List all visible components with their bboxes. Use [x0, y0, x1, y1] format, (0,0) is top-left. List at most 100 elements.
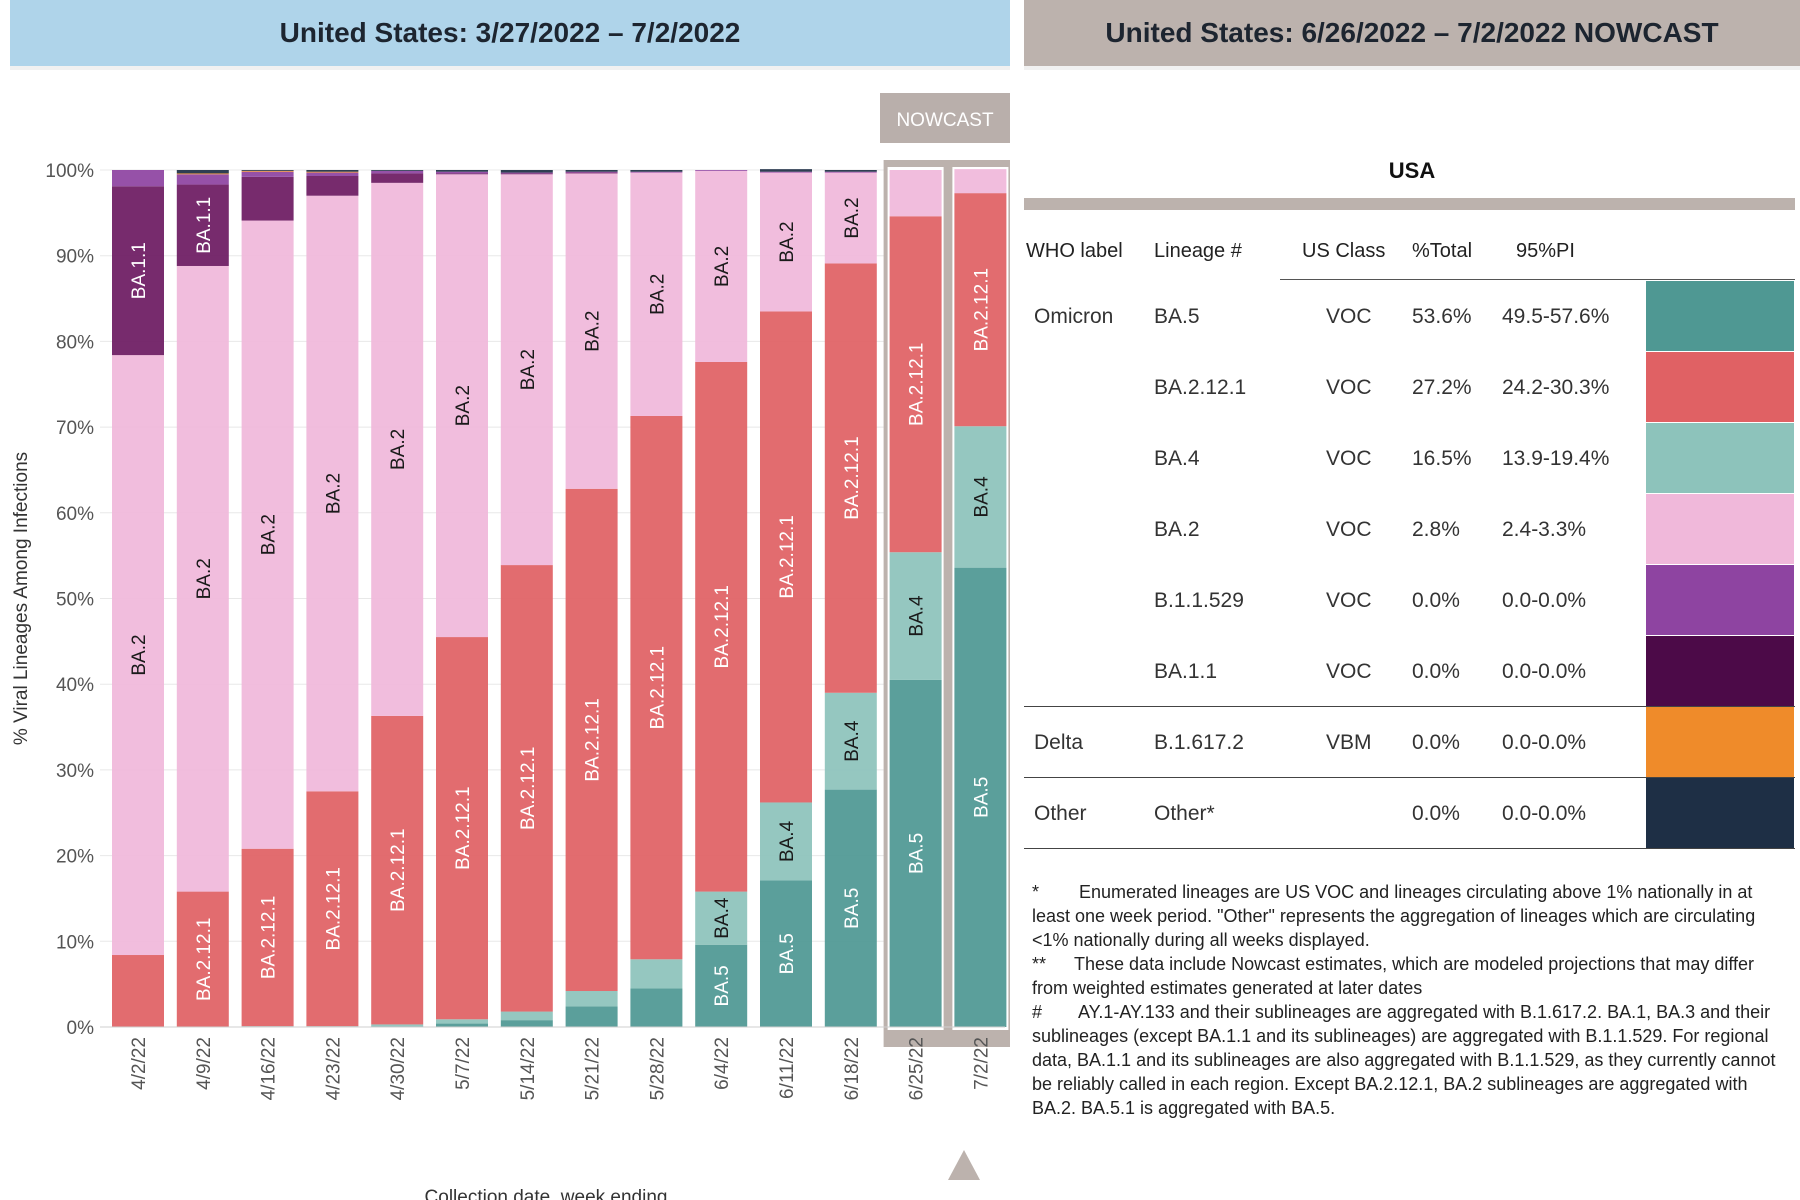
- bar-segment-ba-4: [565, 991, 618, 1007]
- lineage-stacked-bar-chart: 0% 10% 20% 30% 40% 50% 60% 70% 80% 90% 100% % Viral…: [11, 93, 1010, 1200]
- table-title: USA: [1388, 158, 1436, 183]
- row-us-class: VOC: [1326, 376, 1372, 399]
- bar-segment-b-1-1-529: [760, 171, 812, 173]
- segment-label: BA.2.12.1: [777, 515, 798, 598]
- segment-label: BA.4: [907, 595, 928, 637]
- bar-segment-ba-5: [695, 944, 748, 1027]
- bar-segment-b-1-1-529: [371, 170, 424, 174]
- bar-segment-other: [824, 170, 877, 172]
- segment-label: BA.5: [971, 777, 992, 818]
- bar-segment-b-1-1-529: [630, 171, 683, 173]
- row-lineage: Other*: [1154, 802, 1215, 825]
- bar-segment-ba-4: [824, 692, 877, 790]
- row-lineage: BA.2.12.1: [1154, 376, 1247, 399]
- bar-segment-b-1-617-2: [241, 170, 294, 172]
- bar-segment-ba-5: [630, 988, 683, 1027]
- table-group-separator: [1024, 777, 1795, 778]
- lineage-color-swatch: [1646, 565, 1794, 635]
- row-pi: 13.9-19.4%: [1502, 447, 1610, 470]
- segment-label: BA.1.1: [194, 197, 215, 254]
- bar-segment-ba-2-12-1: [436, 637, 488, 1020]
- table-header-rule: [1280, 279, 1795, 280]
- bar-segment-b-1-1-529: [695, 170, 748, 171]
- bar-segment-b-1-1-529: [241, 171, 294, 177]
- row-pi: 49.5-57.6%: [1502, 305, 1610, 328]
- bar-segment-ba-1-1: [112, 186, 164, 356]
- row-lineage: BA.1.1: [1154, 660, 1218, 683]
- bar-segment-ba-1-1: [371, 173, 424, 183]
- bar-segment-other: [436, 170, 488, 172]
- bar-segment-other: [760, 169, 812, 172]
- lineage-color-swatch: [1646, 352, 1794, 422]
- segment-label: BA.2: [518, 349, 539, 390]
- right-header-title: United States: 6/26/2022 – 7/2/2022 NOWC…: [1105, 17, 1719, 48]
- nowcast-triangle-marker: [948, 1150, 980, 1180]
- bar-segment-ba-4: [630, 959, 683, 989]
- left-header-title: United States: 3/27/2022 – 7/2/2022: [279, 17, 741, 48]
- row-pi: 24.2-30.3%: [1502, 376, 1610, 399]
- nowcast-panel: USA WHO label Lineage # US Class %Total …: [1024, 70, 1800, 1200]
- segment-label: BA.2.12.1: [388, 828, 409, 911]
- bar-segment-ba-2: [500, 174, 553, 566]
- y-tick-label: 0%: [67, 1018, 95, 1039]
- right-header-shadow: [1024, 66, 1800, 70]
- right-header: United States: 6/26/2022 – 7/2/2022 NOWC…: [1024, 0, 1800, 66]
- bar-segment-b-1-1-529: [112, 170, 164, 187]
- segment-label: BA.5: [907, 833, 928, 874]
- bar-segment-ba-2: [241, 220, 294, 849]
- row-pi: 0.0-0.0%: [1502, 660, 1587, 683]
- bar-segment-ba-2-12-1: [112, 955, 164, 1027]
- bar-segment-b-1-1-529: [565, 171, 618, 173]
- segment-label: BA.5: [712, 965, 733, 1006]
- y-tick-label: 80%: [56, 332, 94, 353]
- bar-segment-other: [371, 170, 424, 171]
- bar-segment-ba-2: [176, 265, 229, 892]
- lineage-color-swatch: [1646, 778, 1794, 848]
- left-header-shadow: [10, 66, 1010, 70]
- bar-segment-b-1-617-2: [306, 171, 359, 173]
- y-axis-label: % Viral Lineages Among Infections: [11, 452, 32, 745]
- segment-label: BA.4: [842, 720, 863, 762]
- bar-segment-b-1-1-529: [176, 174, 229, 185]
- bar-segment-ba-1-1: [565, 172, 618, 174]
- bar-segment-ba-2: [954, 169, 1007, 194]
- row-lineage: B.1.1.529: [1154, 589, 1244, 612]
- row-total: 0.0%: [1412, 589, 1460, 612]
- bar-segment-other: [630, 170, 683, 172]
- row-total: 0.0%: [1412, 802, 1460, 825]
- footnote-1: * Enumerated lineages are US VOC and line…: [1032, 882, 1756, 950]
- x-tick-label: 4/2/22: [129, 1037, 150, 1090]
- bar-segment-ba-2: [760, 172, 812, 312]
- segment-label: BA.4: [777, 820, 798, 862]
- row-lineage: BA.4: [1154, 447, 1200, 470]
- bar-segment-b-1-617-2: [176, 173, 229, 175]
- nowcast-tag: [880, 93, 1010, 143]
- segment-label: BA.2.12.1: [842, 436, 863, 519]
- y-tick-label: 40%: [56, 675, 94, 696]
- row-us-class: VOC: [1326, 589, 1372, 612]
- table-row: BA.1.1 VOC 0.0% 0.0-0.0%: [1024, 636, 1795, 706]
- bar-segment-ba-1-1: [176, 184, 229, 266]
- bar-segment-ba-5: [760, 880, 812, 1027]
- bar-segment-b-1-1-529: [306, 172, 359, 176]
- lineage-color-swatch: [1646, 281, 1794, 351]
- row-lineage: B.1.617.2: [1154, 731, 1244, 754]
- row-us-class: VOC: [1326, 305, 1372, 328]
- left-header: United States: 3/27/2022 – 7/2/2022: [10, 0, 1010, 66]
- segment-label: BA.5: [842, 888, 863, 929]
- row-who-label: Delta: [1034, 731, 1084, 754]
- header-total: %Total: [1412, 240, 1473, 262]
- row-us-class: VOC: [1326, 447, 1372, 470]
- row-who-label: Other: [1034, 802, 1087, 825]
- bar-segment-ba-2-12-1: [500, 565, 553, 1012]
- segment-label: BA.2.12.1: [583, 698, 604, 781]
- bar-segment-ba-2: [889, 170, 942, 217]
- table-row: BA.4 VOC 16.5% 13.9-19.4%: [1024, 423, 1795, 493]
- bar-segment-ba-2: [824, 172, 877, 264]
- table-group-separator: [1024, 848, 1795, 849]
- x-tick-label: 5/21/22: [583, 1037, 604, 1100]
- row-who-label: Omicron: [1034, 305, 1114, 328]
- row-us-class: VOC: [1326, 518, 1372, 541]
- segment-label: BA.2.12.1: [518, 747, 539, 830]
- segment-label: BA.2: [647, 274, 668, 315]
